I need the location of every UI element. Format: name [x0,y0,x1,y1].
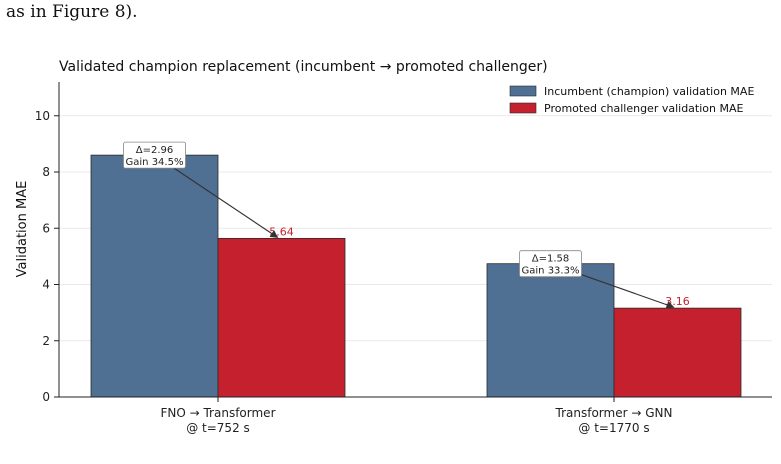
challenger-value-label: 5.64 [269,225,294,238]
y-tick-label: 0 [42,390,50,404]
legend-swatch-challenger [509,102,537,114]
gain-annotation-box [519,250,582,278]
gain-arrow [154,154,279,238]
y-tick-label: 6 [42,221,50,235]
bars [90,154,742,398]
gain-label: Gain 34.5% [126,157,184,168]
x-tick-label: Transformer → GNN [555,406,673,420]
legend: Incumbent (champion) validation MAE Promo… [509,85,754,115]
y-tick-label: 10 [35,109,50,123]
document-text-line: as in Figure 8). [6,2,138,22]
legend-label-challenger: Promoted challenger validation MAE [544,102,744,115]
y-tick-label: 8 [42,165,50,179]
legend-label-incumbent: Incumbent (champion) validation MAE [544,85,754,98]
delta-label: Δ=2.96 [136,145,174,156]
challenger-value-label: 3.16 [665,295,690,308]
challenger-bar [217,237,346,398]
gain-label: Gain 33.3% [522,266,580,277]
x-tick-label-line2: @ t=752 s [186,421,250,435]
incumbent-bar [486,263,615,398]
legend-swatch-incumbent [509,85,537,97]
x-tick-label-line2: @ t=1770 s [578,421,649,435]
chart-title: Validated champion replacement (incumben… [59,59,548,75]
delta-label: Δ=1.58 [532,254,570,265]
axes: 0 2 4 6 8 10 FNO → Transformer@ t=752 s Transfo… [35,82,772,435]
challenger-bar [613,307,742,398]
y-tick-label: 2 [42,334,50,348]
x-tick-label: FNO → Transformer [160,406,275,420]
gain-annotation-box [123,141,186,169]
y-tick-label: 4 [42,278,50,292]
y-axis-label: Validation MAE [15,181,30,278]
incumbent-bar [90,154,219,398]
